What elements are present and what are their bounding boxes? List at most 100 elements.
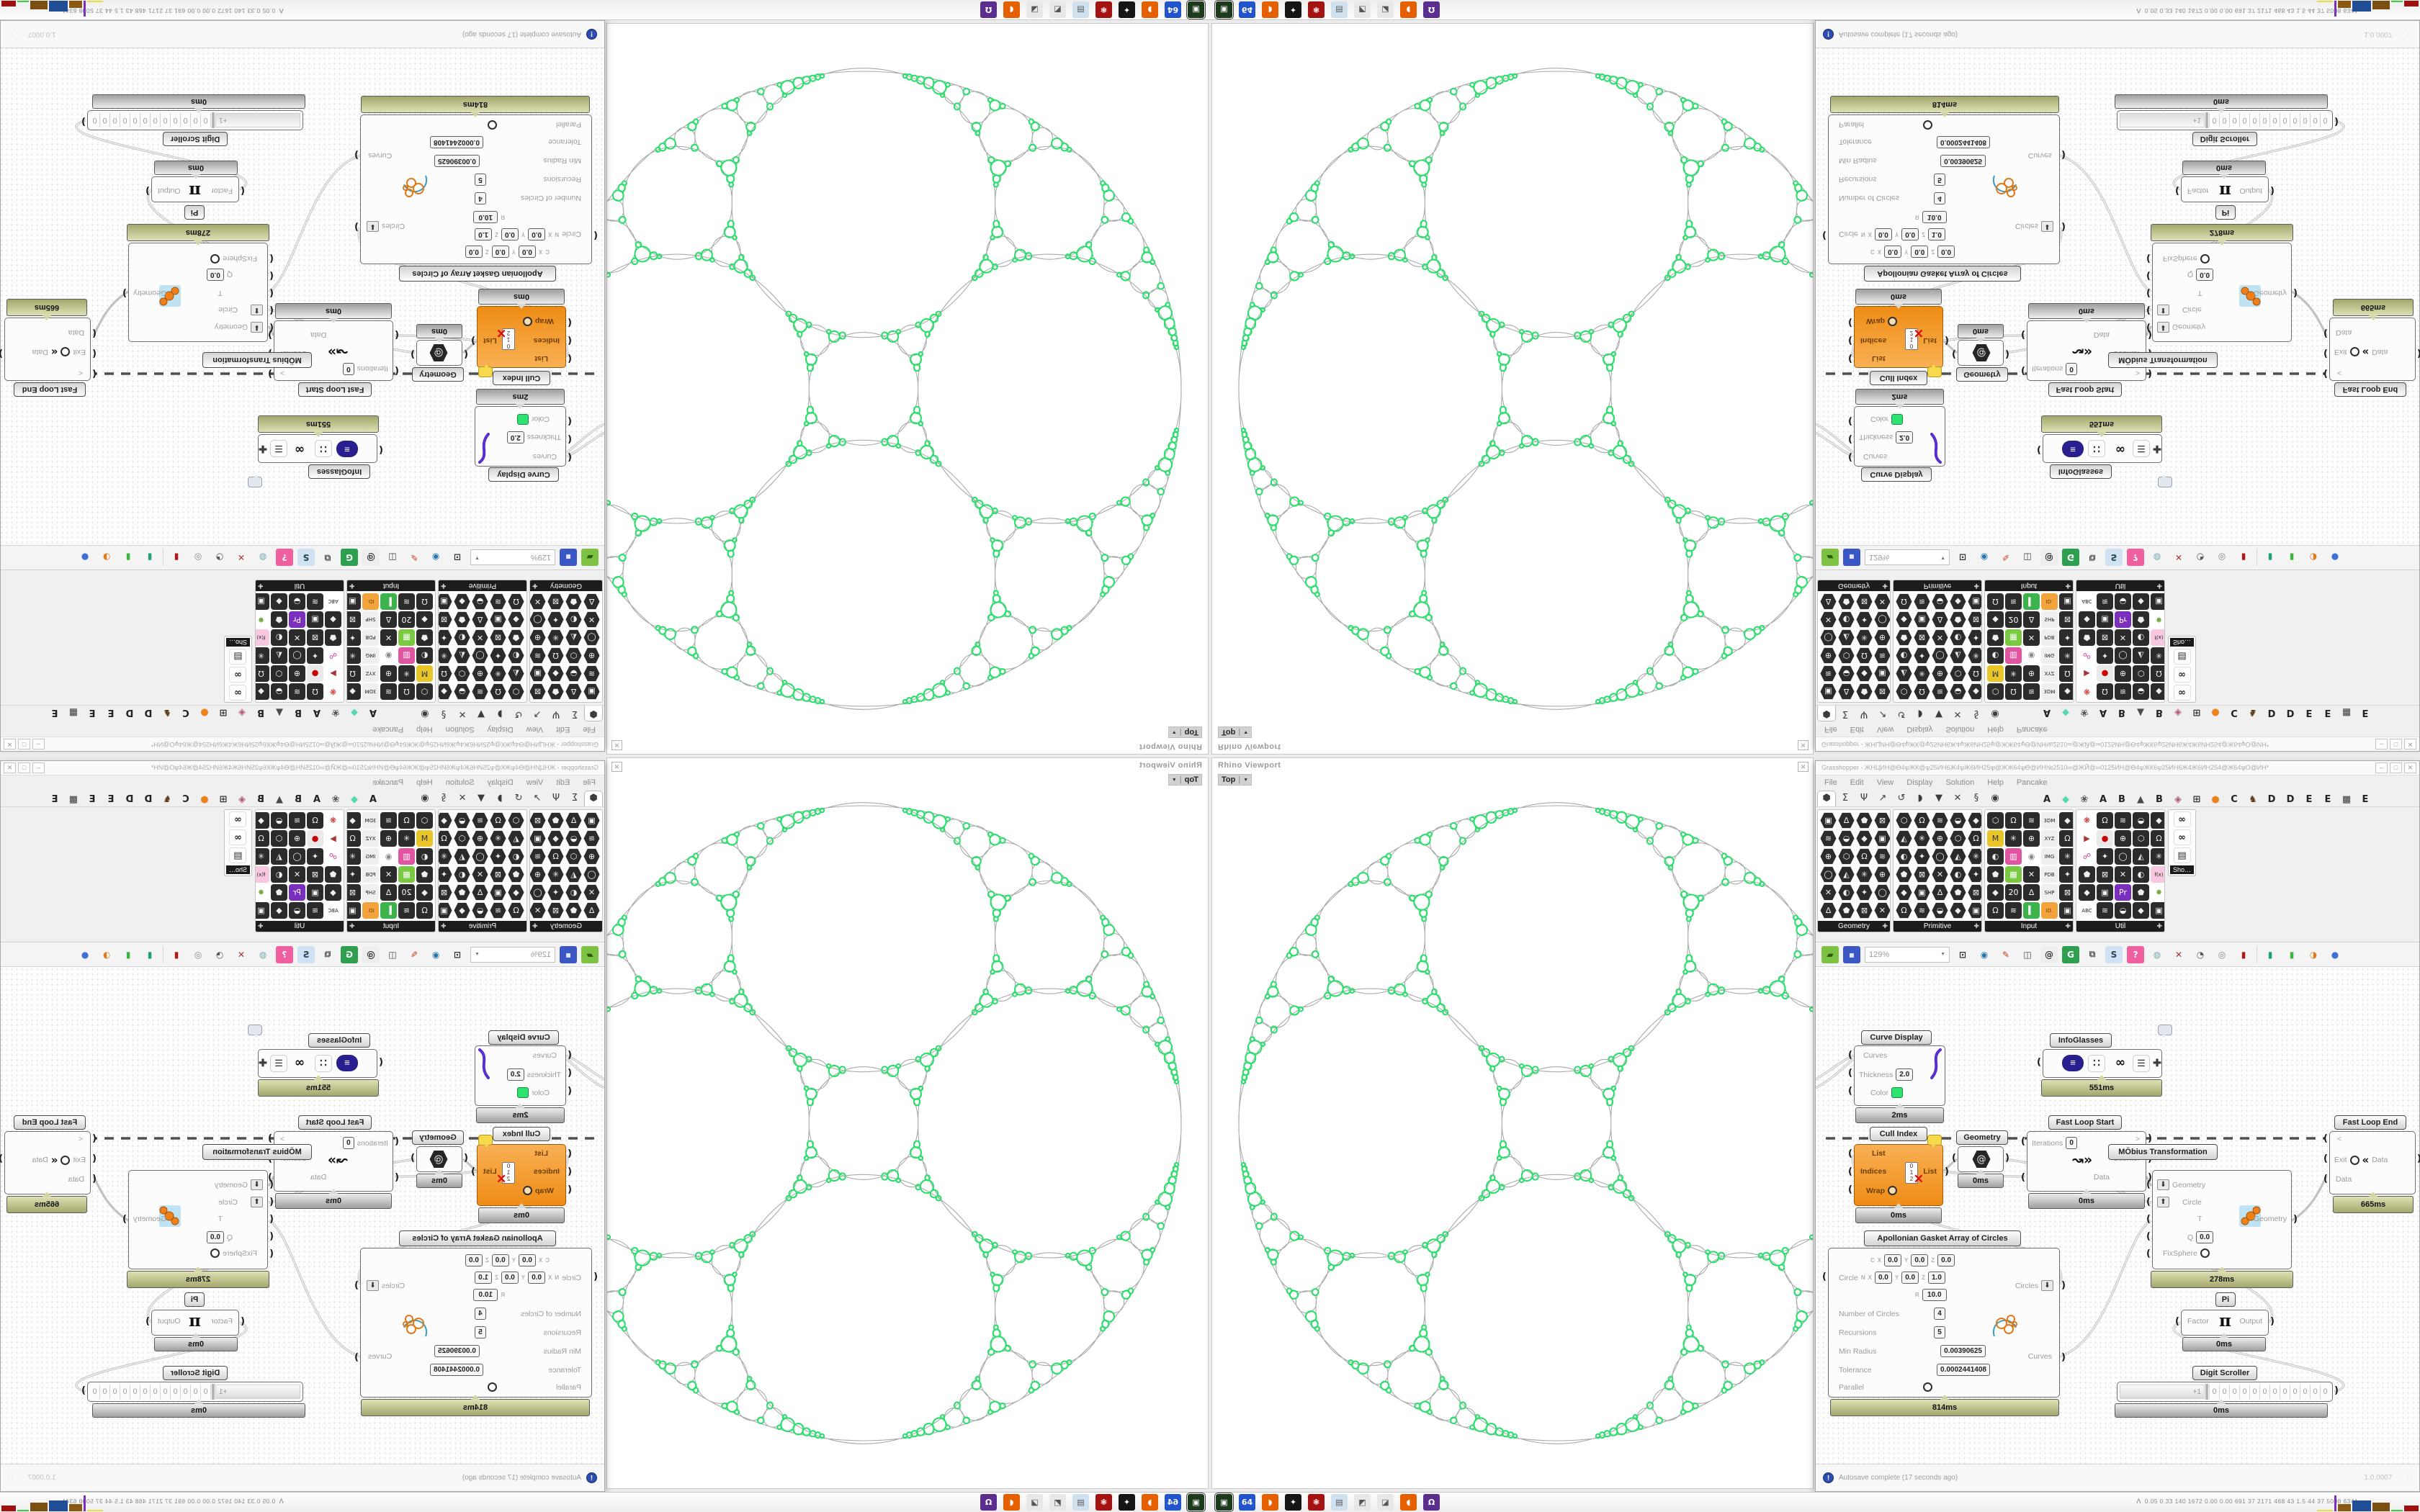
menu-item-file[interactable]: File bbox=[1824, 778, 1837, 787]
grasshopper-title-bar[interactable]: Grasshopper - ЖНЦИН@Ѳ4ѱЖК@ѱ25ИН6Ж4ѱЖ6ИН2… bbox=[1, 761, 604, 775]
component-icon[interactable]: ≋ bbox=[2097, 593, 2113, 610]
component-icon[interactable]: ◒ bbox=[271, 812, 287, 829]
component-icon[interactable]: ▣ bbox=[2151, 593, 2165, 610]
r-value[interactable]: 10.0 bbox=[473, 1289, 498, 1301]
screenshot-icon[interactable]: ⧉ bbox=[2089, 553, 2096, 563]
component-icon[interactable]: ⬟ bbox=[565, 902, 582, 919]
component-icon[interactable]: ▣ bbox=[490, 884, 506, 901]
digit-cell[interactable]: 0 bbox=[2269, 1385, 2280, 1399]
component-icon[interactable]: ◆ bbox=[325, 611, 341, 628]
component-icon[interactable]: XYZ bbox=[2041, 665, 2058, 682]
component-icon[interactable]: ◒ bbox=[271, 683, 287, 700]
component-icon[interactable]: ≋ bbox=[1932, 683, 1948, 700]
category-tab[interactable]: ▼ bbox=[478, 708, 485, 720]
plugin-tab[interactable]: C bbox=[2231, 707, 2238, 718]
component-icon[interactable]: ✕ bbox=[1874, 902, 1890, 919]
node-fast-loop-start[interactable]: (( ))) Iterations 0 ↝» > Counter Data bbox=[2021, 1131, 2152, 1192]
owl-app-icon[interactable]: Ω bbox=[980, 1, 997, 18]
goggles-icon[interactable]: ▤ bbox=[229, 649, 247, 665]
component-icon[interactable]: ⬡ bbox=[1987, 683, 2004, 700]
component-icon[interactable]: ▣ bbox=[2059, 902, 2073, 919]
palette-panel-label[interactable]: Input ✚ bbox=[347, 580, 435, 591]
component-icon[interactable]: ✕ bbox=[472, 629, 488, 646]
viewport-view-selector[interactable]: Top | ▼ bbox=[1168, 726, 1202, 738]
component-icon[interactable]: ≋ bbox=[472, 812, 488, 829]
component-icon[interactable]: ◒ bbox=[1950, 812, 1966, 829]
maximize-button[interactable]: □ bbox=[2390, 739, 2402, 750]
component-icon[interactable]: ✳ bbox=[1914, 665, 1930, 682]
plugin-tab[interactable]: E bbox=[2305, 794, 2313, 805]
dna-icon[interactable]: ✕ bbox=[2174, 552, 2183, 563]
menu-item-display[interactable]: Display bbox=[487, 725, 514, 734]
c-x-value[interactable]: 0.0 bbox=[518, 1254, 536, 1266]
goggles-icon[interactable]: ∞ bbox=[229, 829, 247, 845]
plugin-tab[interactable]: ▲ bbox=[2137, 707, 2144, 718]
plugin-tab[interactable]: E bbox=[2305, 707, 2313, 718]
node-mobius[interactable]: (( ((( ) ⬇ Geometry ⬆ Circle T Q 0.0 Fix… bbox=[122, 243, 274, 342]
component-icon[interactable]: ⬟ bbox=[508, 629, 524, 646]
component-icon[interactable]: f(x) bbox=[255, 866, 269, 883]
component-icon[interactable]: ⊕ bbox=[583, 647, 600, 664]
exit-toggle[interactable] bbox=[2349, 1155, 2360, 1165]
digit-cell[interactable]: 0 bbox=[2269, 113, 2280, 127]
component-icon[interactable]: ≋ bbox=[2097, 902, 2113, 919]
component-icon[interactable]: ▣ bbox=[255, 902, 269, 919]
component-icon[interactable]: ◐ bbox=[565, 884, 582, 901]
search-icon[interactable]: S bbox=[2105, 549, 2123, 567]
component-icon[interactable]: ▶ bbox=[325, 830, 341, 847]
q-value[interactable]: 0.0 bbox=[206, 269, 224, 281]
component-icon[interactable]: Ω bbox=[1968, 665, 1982, 682]
open-file-icon[interactable]: ▰ bbox=[1821, 549, 1839, 567]
component-icon[interactable]: ◆ bbox=[271, 902, 287, 919]
component-icon[interactable]: ▣ bbox=[307, 884, 323, 901]
component-icon[interactable]: ▣ bbox=[1874, 830, 1890, 847]
component-icon[interactable]: ◒ bbox=[454, 812, 470, 829]
comment-balloon-icon[interactable] bbox=[2158, 1025, 2172, 1038]
viewport-view-selector[interactable]: Top | ▼ bbox=[1218, 726, 1252, 738]
plugin-tab[interactable]: A bbox=[2043, 707, 2051, 718]
thickness-value[interactable]: 2.0 bbox=[506, 431, 524, 444]
preview-eye-icon[interactable]: ◉ bbox=[431, 552, 440, 563]
component-icon[interactable]: Pr bbox=[289, 884, 305, 901]
component-icon[interactable]: ◒ bbox=[1950, 683, 1966, 700]
fixsphere-toggle[interactable] bbox=[2200, 254, 2210, 264]
component-icon[interactable]: ⬡ bbox=[416, 812, 433, 829]
plugin-tab[interactable]: ◈ bbox=[2174, 794, 2182, 805]
component-icon[interactable]: ▣ bbox=[346, 593, 361, 610]
digit-cell[interactable]: 0 bbox=[201, 1385, 211, 1399]
component-icon[interactable]: ✳ bbox=[2151, 647, 2165, 664]
green-cylinder2-icon[interactable]: ▮ bbox=[2289, 552, 2295, 563]
node-label-fast-loop-start[interactable]: Fast Loop Start bbox=[2048, 1115, 2122, 1130]
component-icon[interactable]: Ω bbox=[307, 812, 323, 829]
node-curve-display[interactable]: ((( Curves Thickness 2.0 Color bbox=[1848, 406, 1945, 467]
zoom-level-select[interactable]: 129% ▼ bbox=[470, 946, 555, 963]
component-icon[interactable]: ✳ bbox=[2151, 848, 2164, 865]
component-icon[interactable]: ◆ bbox=[255, 812, 269, 829]
category-tab[interactable]: ✕ bbox=[1953, 792, 1962, 804]
component-icon[interactable]: Ω bbox=[416, 902, 433, 919]
digit-cell[interactable]: 0 bbox=[161, 113, 171, 127]
component-icon[interactable]: ⊕ bbox=[472, 665, 488, 682]
component-icon[interactable]: ● bbox=[307, 665, 323, 682]
firefox-app-icon[interactable]: ◗ bbox=[1142, 1, 1158, 18]
frame-zoom-icon[interactable]: ⊡ bbox=[453, 949, 462, 960]
scroller-track[interactable]: +1 bbox=[215, 113, 300, 127]
search-icon[interactable]: S bbox=[297, 549, 315, 567]
component-icon[interactable]: ◐ bbox=[508, 848, 524, 865]
component-icon[interactable]: ✕ bbox=[1820, 884, 1837, 901]
firefox-app-icon[interactable]: ◗ bbox=[1142, 1494, 1158, 1511]
component-icon[interactable]: ◒ bbox=[472, 593, 488, 610]
component-icon[interactable]: ⬡ bbox=[565, 848, 582, 865]
plugin-tab[interactable]: E bbox=[2362, 707, 2369, 718]
component-icon[interactable]: ⊕ bbox=[2023, 665, 2040, 682]
dna-icon[interactable]: ✕ bbox=[237, 552, 246, 563]
at-icon[interactable]: @ bbox=[2040, 549, 2058, 567]
frame-zoom-icon[interactable]: ⊡ bbox=[1958, 552, 1967, 563]
grasshopper-title-bar[interactable]: Grasshopper - ЖНЦИН@Ѳ4ѱЖК@ѱ25ИН6Ж4ѱЖ6ИН2… bbox=[1, 737, 604, 751]
component-icon[interactable]: Ω bbox=[2059, 665, 2074, 682]
component-icon[interactable]: ≋ bbox=[2005, 902, 2022, 919]
component-icon[interactable]: ◐ bbox=[454, 866, 470, 883]
wrap-toggle[interactable] bbox=[1888, 1186, 1898, 1195]
